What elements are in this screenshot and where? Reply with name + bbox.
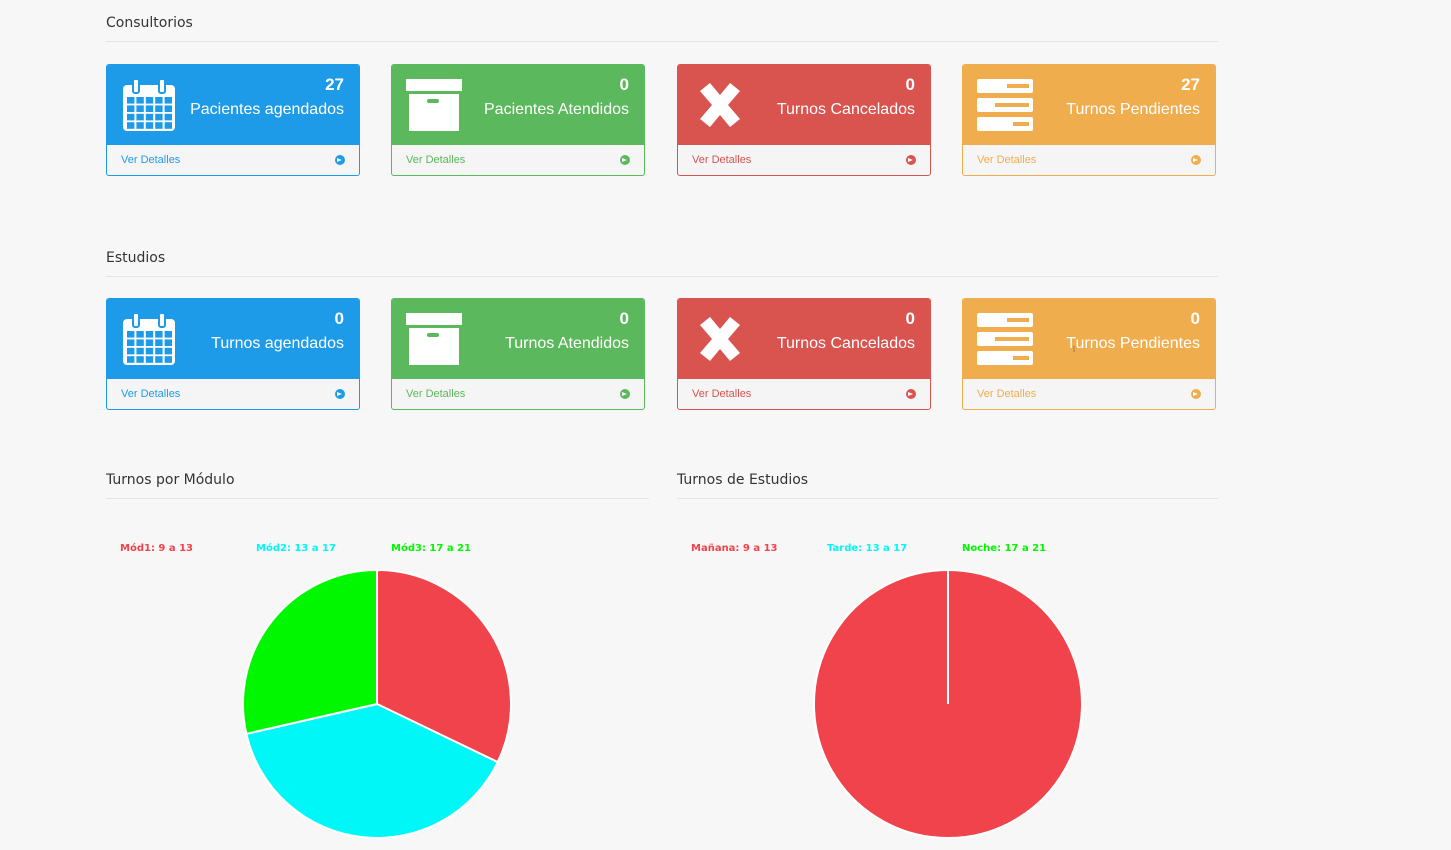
arrow-circle-right-icon	[620, 155, 630, 165]
view-details-label: Ver Detalles	[692, 388, 752, 400]
view-details-label: Ver Detalles	[692, 154, 752, 166]
view-details-link[interactable]: Ver Detalles	[392, 379, 644, 409]
stat-card: 0 Turnos Cancelados Ver Detalles	[677, 298, 931, 410]
arrow-circle-right-icon	[1191, 389, 1201, 399]
legend-item: Noche: 17 a 21	[962, 543, 1047, 554]
stat-card: 0 Turnos Cancelados Ver Detalles	[677, 64, 931, 176]
stat-label: Pacientes agendados	[190, 101, 344, 118]
arrow-circle-right-icon	[906, 389, 916, 399]
view-details-label: Ver Detalles	[121, 388, 181, 400]
legend-item: Mañana: 9 a 13	[691, 543, 778, 554]
stat-card-header: 27 Pacientes agendados	[107, 65, 359, 145]
pie-chart-modulo	[242, 568, 512, 839]
view-details-label: Ver Detalles	[977, 388, 1037, 400]
stat-card: 0 Turnos Atendidos Ver Detalles	[391, 298, 645, 410]
section-title-estudios: Estudios	[106, 250, 1218, 277]
calendar-icon	[121, 311, 177, 367]
arrow-circle-right-icon	[620, 389, 630, 399]
times-icon	[692, 311, 748, 367]
legend-item: Mód1: 9 a 13	[120, 543, 194, 554]
stat-count: 0	[334, 309, 344, 328]
arrow-circle-right-icon	[1191, 155, 1201, 165]
stat-card-header: 0 Turnos Cancelados	[678, 299, 930, 379]
stat-label: Turnos Pendientes	[1066, 101, 1200, 118]
view-details-label: Ver Detalles	[977, 154, 1037, 166]
stat-count: 0	[1190, 309, 1200, 328]
stat-count: 0	[905, 75, 915, 94]
stat-label: Turnos Atendidos	[505, 335, 629, 352]
tasks-icon	[977, 311, 1033, 367]
stat-card: 27 Turnos Pendientes Ver Detalles	[962, 64, 1216, 176]
stat-count: 0	[619, 309, 629, 328]
legend-item: Tarde: 13 a 17	[827, 543, 908, 554]
view-details-link[interactable]: Ver Detalles	[678, 145, 930, 175]
view-details-link[interactable]: Ver Detalles	[107, 145, 359, 175]
chart-title-modulo: Turnos por Módulo	[106, 472, 649, 499]
stat-card-header: 0 Turnos Atendidos	[392, 299, 644, 379]
stat-label: Turnos Cancelados	[776, 335, 915, 352]
archive-icon	[406, 77, 462, 133]
view-details-label: Ver Detalles	[121, 154, 181, 166]
stat-label: Pacientes Atendidos	[484, 101, 629, 118]
stat-label: Turnos Cancelados	[776, 101, 915, 118]
view-details-link[interactable]: Ver Detalles	[963, 379, 1215, 409]
tasks-icon	[977, 77, 1033, 133]
view-details-link[interactable]: Ver Detalles	[107, 379, 359, 409]
arrow-circle-right-icon	[335, 155, 345, 165]
stat-count: 27	[325, 75, 344, 94]
text-cursor-icon	[1073, 346, 1075, 352]
stat-card-header: 0 Turnos Cancelados	[678, 65, 930, 145]
stat-card-header: 27 Turnos Pendientes	[963, 65, 1215, 145]
pie-slice	[245, 702, 500, 839]
arrow-circle-right-icon	[335, 389, 345, 399]
legend-item: Mód2: 13 a 17	[256, 543, 336, 554]
view-details-link[interactable]: Ver Detalles	[392, 145, 644, 175]
stat-label: Turnos agendados	[211, 335, 344, 352]
view-details-link[interactable]: Ver Detalles	[963, 145, 1215, 175]
pie-chart-estudios	[812, 569, 1083, 839]
stat-count: 0	[905, 309, 915, 328]
stat-card-header: 0 Turnos Pendientes	[963, 299, 1215, 379]
times-icon	[692, 77, 748, 133]
section-title-consultorios: Consultorios	[106, 15, 1218, 42]
stat-card: 0 Pacientes Atendidos Ver Detalles	[391, 64, 645, 176]
stat-label: Turnos Pendientes	[1066, 335, 1200, 352]
stat-card-header: 0 Turnos agendados	[107, 299, 359, 379]
pie-slice	[242, 568, 378, 736]
chart-title-estudios: Turnos de Estudios	[677, 472, 1218, 499]
stat-card: 0 Turnos Pendientes Ver Detalles	[962, 298, 1216, 410]
stat-card: 0 Turnos agendados Ver Detalles	[106, 298, 360, 410]
archive-icon	[406, 311, 462, 367]
stat-card: 27 Pacientes agendados Ver Detalles	[106, 64, 360, 176]
calendar-icon	[121, 77, 177, 133]
view-details-link[interactable]: Ver Detalles	[678, 379, 930, 409]
stat-count: 0	[619, 75, 629, 94]
arrow-circle-right-icon	[906, 155, 916, 165]
legend-item: Mód3: 17 a 21	[391, 543, 471, 554]
stat-card-header: 0 Pacientes Atendidos	[392, 65, 644, 145]
stat-count: 27	[1181, 75, 1200, 94]
view-details-label: Ver Detalles	[406, 388, 466, 400]
view-details-label: Ver Detalles	[406, 154, 466, 166]
pie-slice	[376, 568, 512, 764]
